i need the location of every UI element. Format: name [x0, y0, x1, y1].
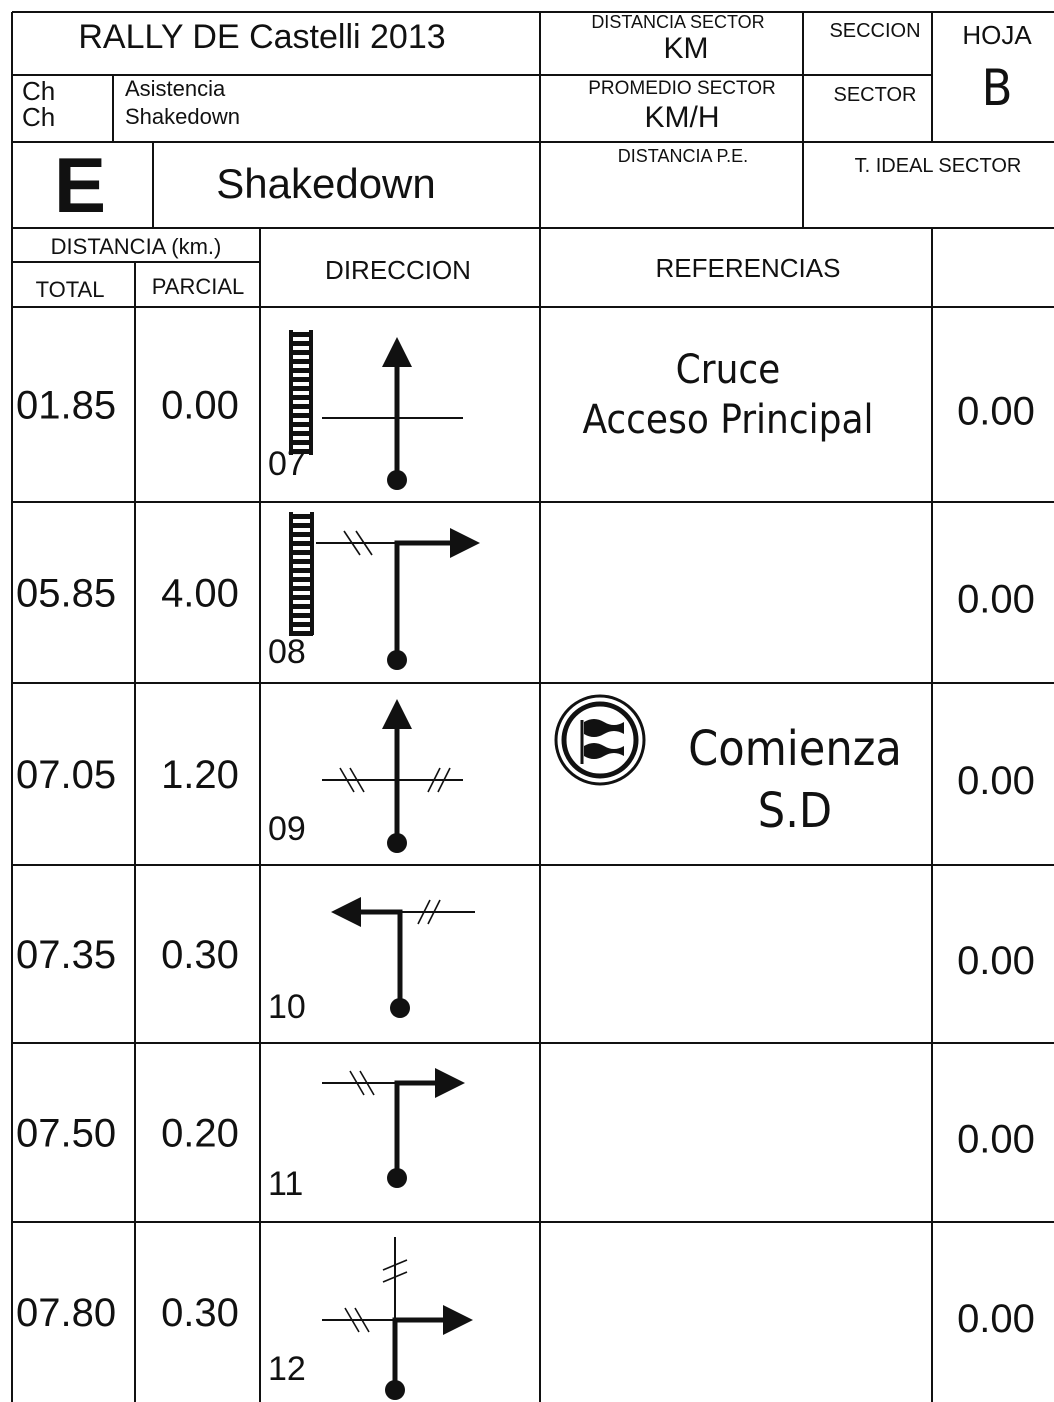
- rung: [289, 523, 313, 528]
- grid-lines: [11, 11, 1054, 1402]
- ladder: [289, 332, 313, 454]
- parcial: 0.30: [161, 1291, 239, 1335]
- rung: [289, 368, 313, 373]
- rung: [289, 332, 313, 337]
- reference: Cruce: [676, 347, 781, 393]
- box-number: 11: [268, 1165, 303, 1203]
- label: SECCION: [829, 20, 920, 42]
- rung: [289, 449, 313, 454]
- box-number: 12: [268, 1350, 306, 1388]
- total: 07.80: [16, 1291, 116, 1335]
- rung: [289, 613, 313, 618]
- rung: [289, 404, 313, 409]
- box-number: 10: [268, 988, 306, 1026]
- rung: [289, 631, 313, 636]
- ideal: 0.00: [957, 759, 1035, 803]
- rung: [289, 568, 313, 573]
- stage-name: Shakedown: [216, 160, 436, 207]
- box-number: 08: [268, 633, 306, 671]
- column-header: DISTANCIA (km.): [51, 234, 222, 259]
- sheet-letter: B: [982, 59, 1013, 117]
- box-number: 07: [268, 445, 306, 483]
- parcial: 1.20: [161, 753, 239, 797]
- total: 05.85: [16, 572, 116, 616]
- column-header: DIRECCION: [325, 255, 471, 285]
- unit: KM/H: [645, 101, 720, 134]
- ideal: 0.00: [957, 1297, 1035, 1341]
- label: DISTANCIA P.E.: [618, 146, 748, 166]
- rung: [289, 622, 313, 627]
- diagram: [289, 330, 463, 490]
- total: 01.85: [16, 384, 116, 428]
- rung: [289, 604, 313, 609]
- column-header: PARCIAL: [152, 274, 245, 299]
- rung: [289, 595, 313, 600]
- label: Shakedown: [125, 104, 240, 129]
- stage-letter: E: [54, 141, 106, 229]
- ideal: 0.00: [957, 939, 1035, 983]
- rung: [289, 541, 313, 546]
- diagram: [322, 1068, 465, 1188]
- total: 07.50: [16, 1112, 116, 1156]
- title: RALLY DE Castelli 2013: [78, 18, 445, 56]
- ideal: 0.00: [957, 578, 1035, 622]
- diagram: [331, 897, 475, 1018]
- rung: [289, 440, 313, 445]
- unit: KM: [664, 32, 709, 65]
- ideal: 0.00: [957, 1118, 1035, 1162]
- parcial: 4.00: [161, 572, 239, 616]
- rung: [289, 586, 313, 591]
- rung: [289, 386, 313, 391]
- rung: [289, 550, 313, 555]
- rung: [289, 377, 313, 382]
- label: PROMEDIO SECTOR: [588, 78, 776, 99]
- rung: [289, 341, 313, 346]
- label: Ch: [22, 76, 55, 106]
- rung: [289, 532, 313, 537]
- total: 07.05: [16, 753, 116, 797]
- label: DISTANCIA SECTOR: [591, 12, 764, 32]
- rung: [289, 514, 313, 519]
- rung: [289, 431, 313, 436]
- column-header: TOTAL: [36, 277, 105, 302]
- box-number: 09: [268, 810, 306, 848]
- label: SECTOR: [834, 84, 917, 106]
- diagram: [322, 699, 463, 853]
- rung: [289, 359, 313, 364]
- column-header: REFERENCIAS: [656, 253, 841, 283]
- label: T. IDEAL SECTOR: [855, 155, 1022, 177]
- reference: Acceso Principal: [582, 397, 873, 443]
- rung: [289, 559, 313, 564]
- parcial: 0.00: [161, 384, 239, 428]
- label: Ch: [22, 102, 55, 132]
- ladder: [289, 514, 313, 636]
- parcial: 0.30: [161, 933, 239, 977]
- reference: S.D: [758, 783, 832, 839]
- label: HOJA: [962, 20, 1032, 50]
- label: Asistencia: [125, 76, 226, 101]
- diagram: [322, 1237, 473, 1400]
- rung: [289, 577, 313, 582]
- reference: Comienza: [688, 721, 902, 777]
- rung: [289, 350, 313, 355]
- parcial: 0.20: [161, 1112, 239, 1156]
- total: 07.35: [16, 933, 116, 977]
- rung: [289, 422, 313, 427]
- ideal: 0.00: [957, 390, 1035, 434]
- rung: [289, 413, 313, 418]
- rung: [289, 395, 313, 400]
- start-icon: [554, 694, 646, 786]
- diagram: [289, 512, 480, 670]
